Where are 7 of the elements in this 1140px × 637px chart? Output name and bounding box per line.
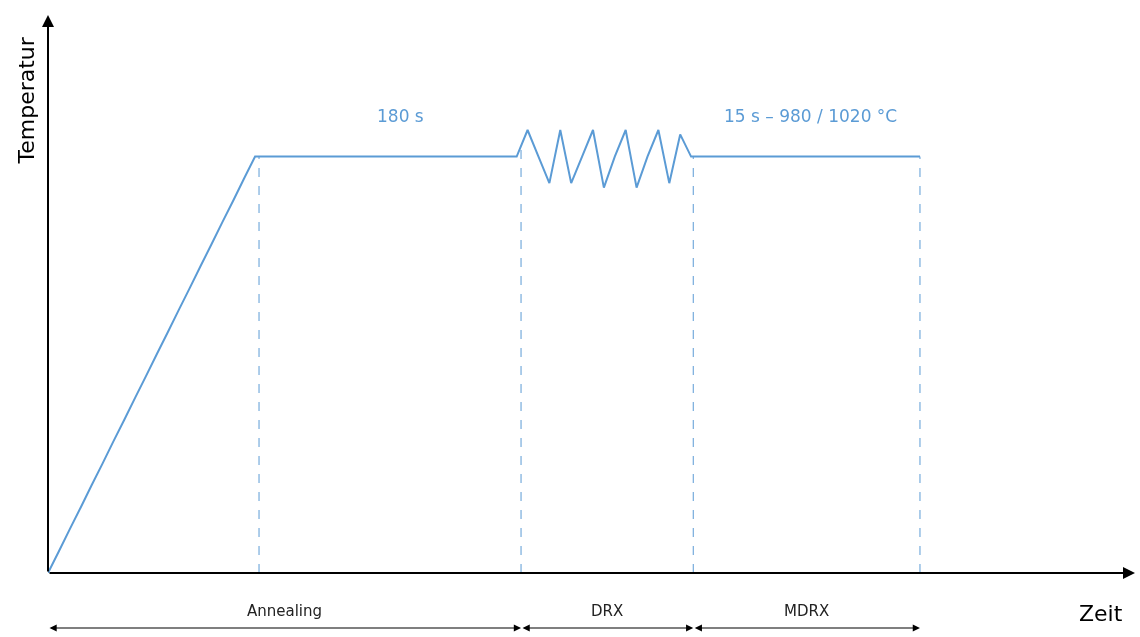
text: Zeit: [1079, 601, 1123, 626]
text: Annealing: [247, 602, 323, 620]
text: 180 s: [377, 106, 424, 126]
text: DRX: [591, 602, 624, 620]
y-axis-title: Temperatur: [13, 36, 39, 165]
text: MDRX: [784, 602, 830, 620]
text: 15 s – 980 / 1020 °C: [724, 106, 898, 126]
